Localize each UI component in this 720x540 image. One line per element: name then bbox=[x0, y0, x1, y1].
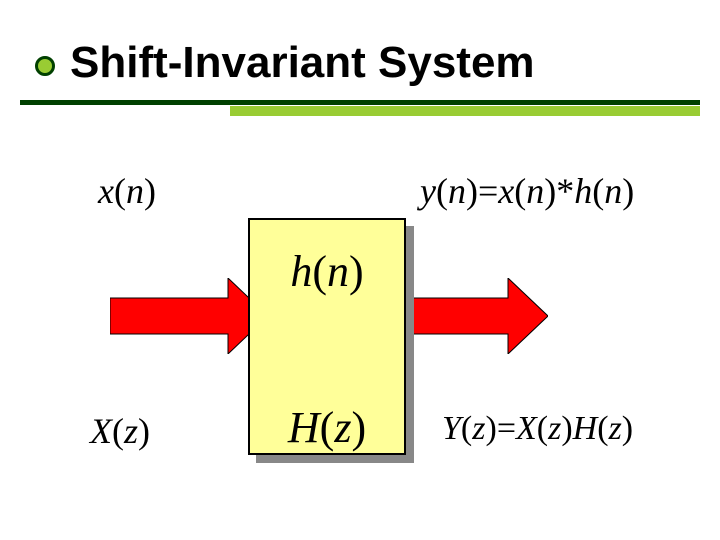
system-label-Hz: H(z) bbox=[250, 402, 404, 453]
title-underline-dark bbox=[20, 100, 700, 105]
page-title: Shift-Invariant System bbox=[70, 38, 535, 88]
arrow-left bbox=[110, 278, 268, 354]
input-z-label: X(z) bbox=[90, 410, 150, 452]
output-time-label: y(n)=x(n)*h(n) bbox=[420, 170, 634, 212]
system-label-hn: h(n) bbox=[250, 246, 404, 297]
title-underline-light bbox=[230, 106, 700, 116]
output-z-label: Y(z)=X(z)H(z) bbox=[442, 410, 633, 448]
system-box: h(n) H(z) bbox=[248, 218, 406, 455]
title-bullet bbox=[35, 56, 55, 76]
input-time-label: x(n) bbox=[98, 170, 156, 212]
